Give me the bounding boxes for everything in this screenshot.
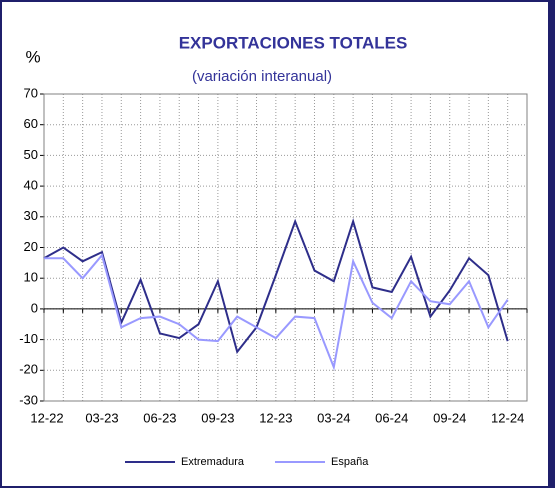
x-tick-label: 12-24: [491, 410, 524, 425]
x-tick-label: 12-23: [259, 410, 292, 425]
x-tick-label: 03-23: [85, 410, 118, 425]
x-tick-label: 06-23: [143, 410, 176, 425]
x-tick-label: 09-23: [201, 410, 234, 425]
plot-area: [43, 93, 528, 402]
y-tick-label: 50: [24, 147, 38, 162]
y-tick-label: 60: [24, 116, 38, 131]
x-tick-label: 03-24: [317, 410, 350, 425]
y-tick-label: 10: [24, 270, 38, 285]
y-tick-label: -30: [19, 392, 38, 407]
x-tick-label: 09-24: [433, 410, 466, 425]
x-tick-label: 06-24: [375, 410, 408, 425]
y-tick-label: -20: [19, 362, 38, 377]
y-tick-label: 0: [31, 300, 38, 315]
y-tick-label: 20: [24, 239, 38, 254]
chart-subtitle: (variación interanual): [192, 68, 332, 85]
y-tick-label: -10: [19, 331, 38, 346]
chart-title: EXPORTACIONES TOTALES: [179, 33, 408, 52]
series-line: [44, 253, 509, 371]
y-tick-label: 40: [24, 178, 38, 193]
x-tick-label: 12-22: [30, 410, 63, 425]
y-tick-label: 70: [24, 85, 38, 100]
frame-edge: [548, 1, 554, 487]
series-line: [43, 218, 509, 355]
legend-label: España: [331, 456, 369, 468]
y-tick-label: 30: [24, 208, 38, 223]
legend-label: Extremadura: [181, 456, 245, 468]
y-axis-label: %: [25, 47, 40, 66]
